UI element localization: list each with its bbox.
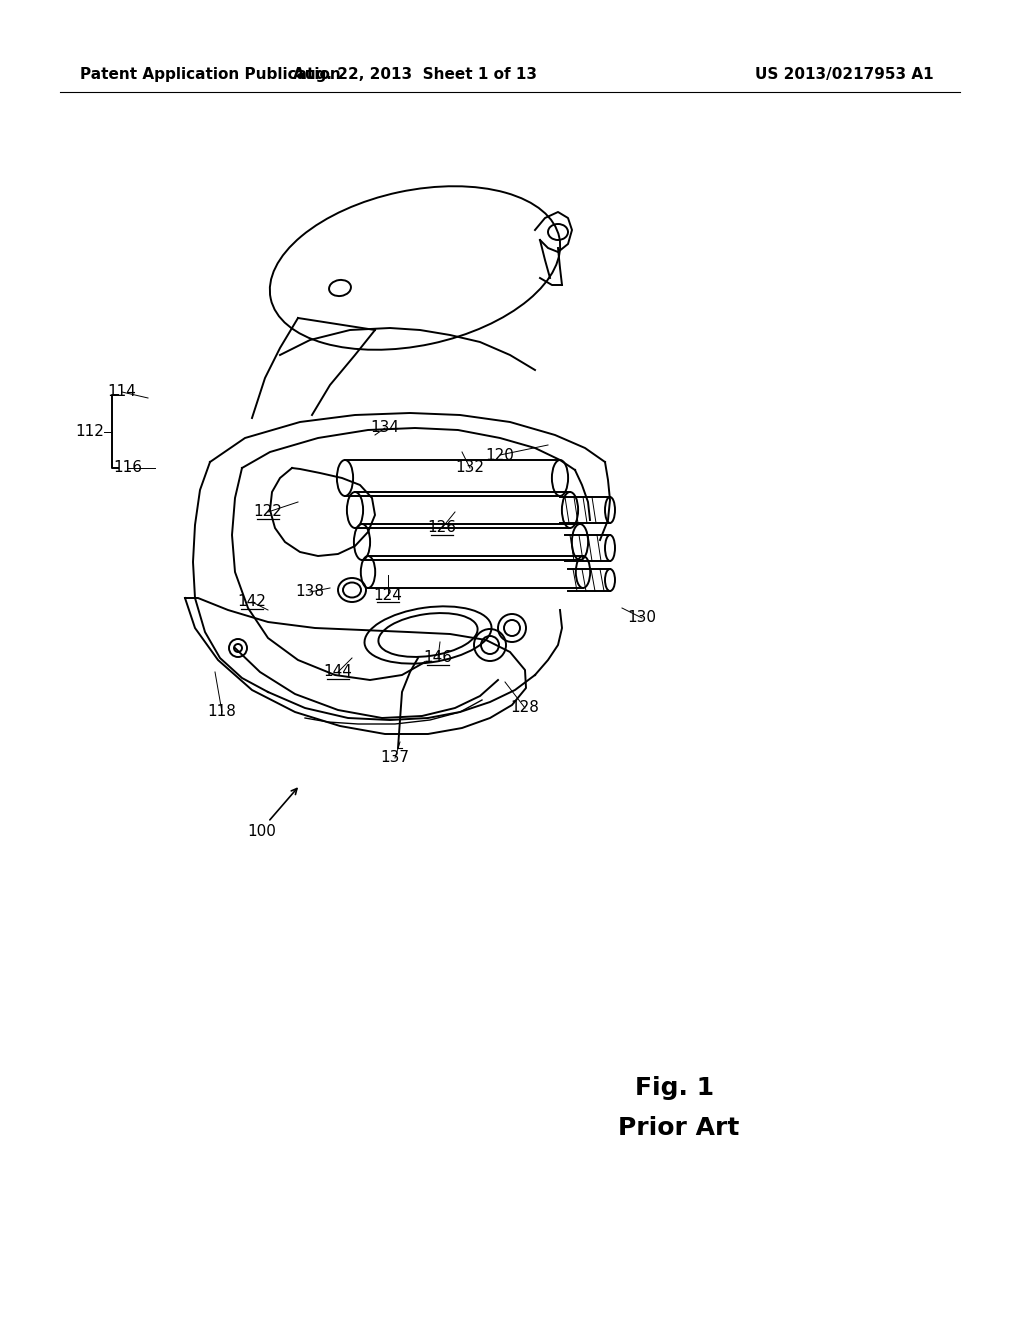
- Text: 128: 128: [511, 701, 540, 715]
- Text: 100: 100: [248, 825, 276, 840]
- Text: Patent Application Publication: Patent Application Publication: [80, 67, 341, 82]
- Text: 116: 116: [114, 461, 142, 475]
- Text: Fig. 1: Fig. 1: [635, 1076, 714, 1100]
- Text: 137: 137: [381, 751, 410, 766]
- Text: 130: 130: [628, 610, 656, 626]
- Text: 114: 114: [108, 384, 136, 400]
- Text: 138: 138: [296, 585, 325, 599]
- Text: 118: 118: [208, 705, 237, 719]
- Text: 144: 144: [324, 664, 352, 680]
- Text: Prior Art: Prior Art: [618, 1115, 739, 1140]
- Text: 126: 126: [427, 520, 457, 536]
- Text: US 2013/0217953 A1: US 2013/0217953 A1: [755, 67, 934, 82]
- Text: 124: 124: [374, 587, 402, 602]
- Text: 122: 122: [254, 504, 283, 520]
- Text: 112: 112: [76, 425, 104, 440]
- Text: Aug. 22, 2013  Sheet 1 of 13: Aug. 22, 2013 Sheet 1 of 13: [293, 67, 537, 82]
- Text: 142: 142: [238, 594, 266, 610]
- Text: 146: 146: [424, 651, 453, 665]
- Text: 120: 120: [485, 447, 514, 462]
- Text: 134: 134: [371, 421, 399, 436]
- Text: 132: 132: [456, 461, 484, 475]
